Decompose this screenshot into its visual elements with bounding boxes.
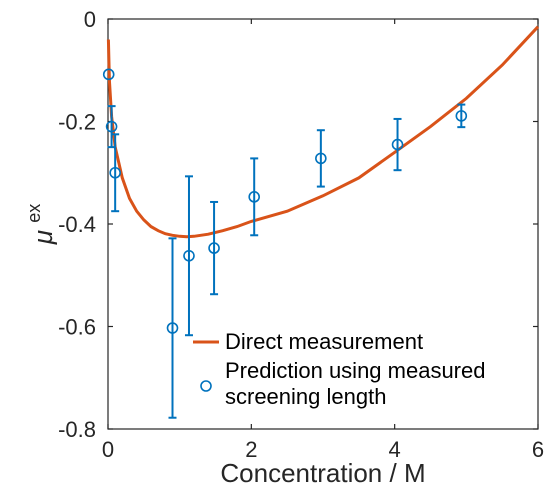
svg-text:μ ex: μ ex xyxy=(24,204,58,246)
prediction-marker xyxy=(166,322,179,334)
prediction-marker xyxy=(455,110,468,122)
legend: Direct measurement Prediction using meas… xyxy=(193,329,485,409)
prediction-errorbars xyxy=(102,68,468,419)
x-tick-label: 0 xyxy=(102,437,114,462)
y-tick-labels: 0 -0.2 -0.4 -0.6 -0.8 xyxy=(58,7,96,442)
prediction-marker xyxy=(109,166,121,179)
prediction-marker xyxy=(102,68,115,81)
x-tick-label: 6 xyxy=(532,437,544,462)
errorbar-point xyxy=(208,200,220,296)
errorbar-point xyxy=(315,129,327,188)
y-axis-label: μ ex xyxy=(24,204,58,246)
y-axis-label-base: μ xyxy=(28,230,58,245)
prediction-marker xyxy=(315,152,327,165)
legend-label-prediction-line1: Prediction using measured xyxy=(225,358,485,383)
y-tick-label: -0.6 xyxy=(58,315,96,340)
prediction-marker xyxy=(208,242,220,254)
errorbar-point xyxy=(109,133,121,213)
x-tick-label: 4 xyxy=(389,437,401,462)
y-tick-label: -0.8 xyxy=(58,417,96,442)
errorbar-point xyxy=(455,103,468,129)
errorbar-point xyxy=(183,175,195,337)
legend-label-prediction-line2: screening length xyxy=(225,384,386,409)
prediction-marker xyxy=(105,120,118,133)
tick-marks xyxy=(107,18,539,430)
prediction-marker xyxy=(183,249,195,262)
y-tick-label: 0 xyxy=(84,7,96,32)
x-axis-label: Concentration / M xyxy=(220,458,425,488)
x-tick-label: 2 xyxy=(245,437,257,462)
errorbar-point xyxy=(166,237,179,419)
prediction-marker xyxy=(391,138,404,151)
errorbar-point xyxy=(391,117,404,172)
direct-measurement-line xyxy=(106,25,540,239)
errorbar-point xyxy=(248,157,260,237)
y-tick-label: -0.2 xyxy=(58,110,96,135)
x-tick-labels: 0 2 4 6 xyxy=(102,437,544,462)
legend-label-direct: Direct measurement xyxy=(225,329,423,354)
y-tick-label: -0.4 xyxy=(58,212,96,237)
legend-marker-swatch xyxy=(200,380,212,392)
prediction-marker xyxy=(248,191,260,203)
errorbar-point xyxy=(102,68,115,81)
y-axis-label-superscript: ex xyxy=(24,204,44,223)
